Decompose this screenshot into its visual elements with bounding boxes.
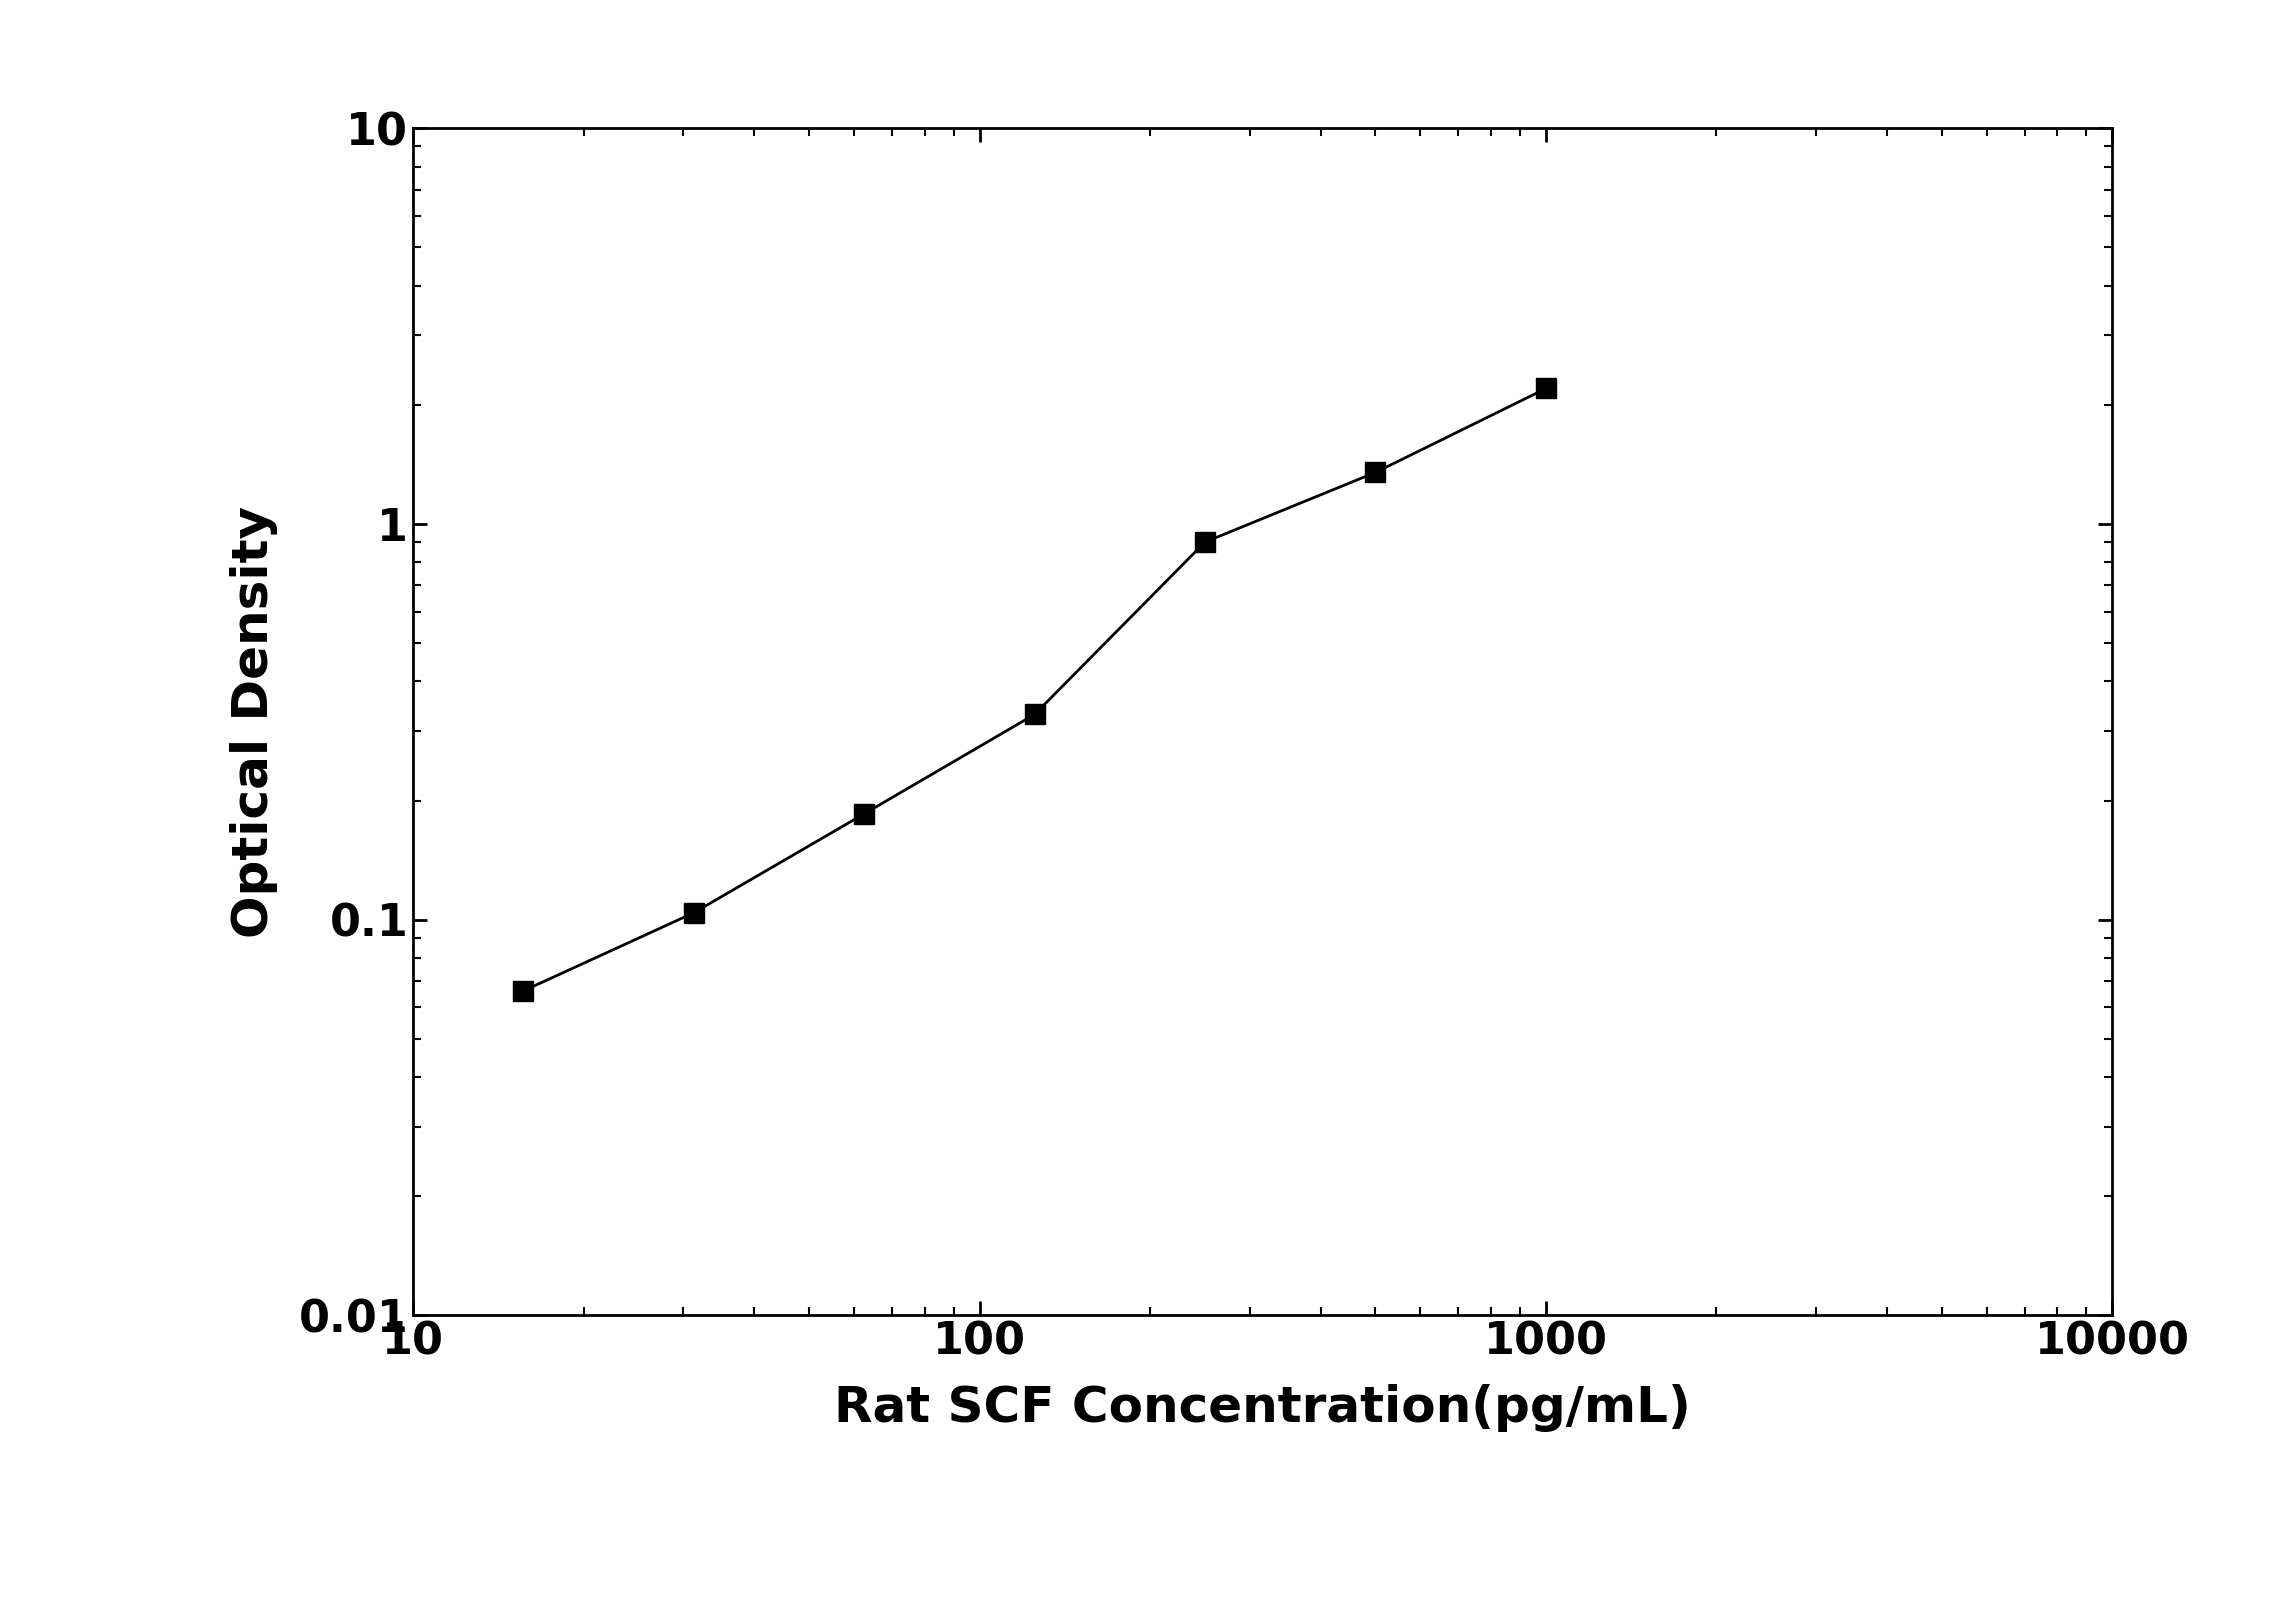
Y-axis label: Optical Density: Optical Density [230,505,278,938]
X-axis label: Rat SCF Concentration(pg/mL): Rat SCF Concentration(pg/mL) [833,1384,1692,1432]
